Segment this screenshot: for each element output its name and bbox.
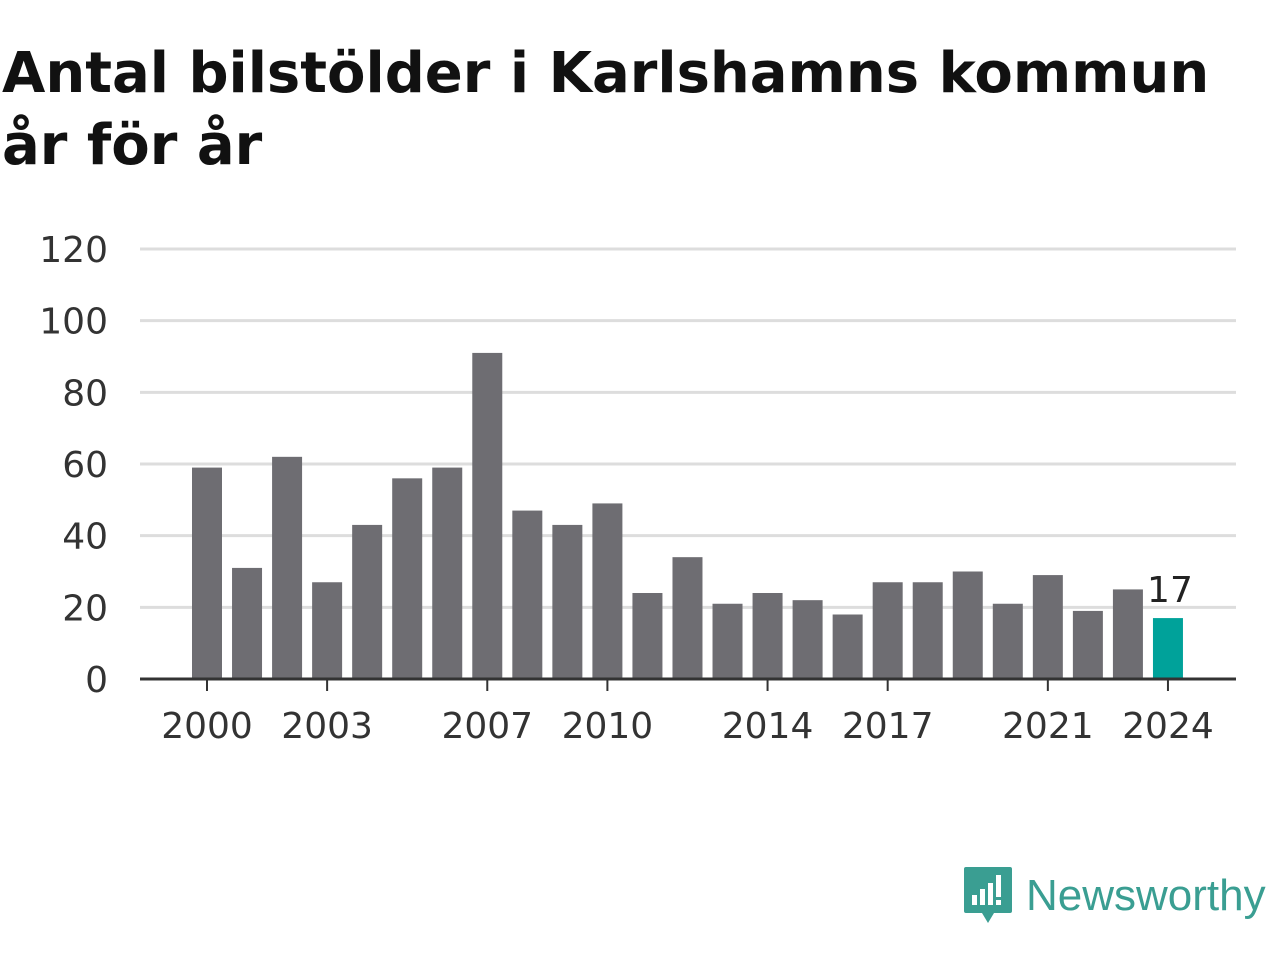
bar-2011 [632, 593, 663, 679]
newsworthy-logo-icon [964, 867, 1012, 923]
bar-2015 [792, 600, 823, 679]
bar-2006 [432, 467, 463, 679]
x-tick-label: 2003 [281, 706, 373, 747]
x-tick-label: 2010 [562, 706, 654, 747]
x-axis [140, 677, 1236, 691]
bar-2016 [832, 614, 863, 679]
bar-2014 [752, 593, 783, 679]
brand-name: Newsworthy [1026, 871, 1266, 920]
y-tick-label: 0 [85, 660, 108, 701]
bar-2005 [392, 478, 423, 679]
data-label-2024: 17 [1147, 570, 1193, 611]
bar-2003 [312, 582, 343, 679]
bars [192, 352, 1183, 679]
bar-2024 [1152, 618, 1183, 679]
bar-2019 [952, 571, 983, 679]
bar-2022 [1072, 610, 1103, 679]
x-tick-label: 2021 [1002, 706, 1094, 747]
x-tick-label: 2014 [722, 706, 814, 747]
chart-title: Antal bilstölder i Karlshamns kommun år … [2, 41, 1210, 178]
x-tick-label: 2017 [842, 706, 934, 747]
bar-2020 [992, 603, 1023, 679]
bar-2000 [192, 467, 222, 679]
bar-2012 [672, 557, 703, 679]
bar-2023 [1112, 589, 1143, 679]
y-axis-tick-labels: 0 20 40 60 80 100 120 [39, 230, 108, 701]
y-tick-label: 60 [62, 445, 108, 486]
bar-2017 [872, 582, 903, 679]
bar-2004 [352, 524, 383, 679]
bar-2009 [552, 524, 583, 679]
y-tick-label: 80 [62, 373, 108, 414]
x-tick-label: 2000 [161, 706, 253, 747]
bar-2018 [912, 582, 943, 679]
y-tick-label: 120 [39, 230, 108, 271]
bar-2001 [232, 567, 263, 679]
grid-lines [140, 247, 1236, 609]
bar-2002 [272, 456, 303, 679]
y-tick-label: 100 [39, 302, 108, 343]
y-tick-label: 40 [62, 517, 108, 558]
x-axis-tick-labels: 2000 2003 2007 2010 2014 2017 2021 2024 [161, 706, 1214, 747]
bar-2021 [1032, 575, 1063, 679]
newsworthy-brand: Newsworthy [962, 862, 1266, 930]
bar-2007 [472, 352, 503, 679]
bar-2013 [712, 603, 743, 679]
bar-2008 [512, 510, 543, 679]
x-tick-label: 2024 [1122, 706, 1214, 747]
y-tick-label: 20 [62, 588, 108, 629]
x-tick-label: 2007 [441, 706, 533, 747]
data-labels: 17 [1147, 570, 1193, 611]
bar-2010 [592, 503, 623, 679]
